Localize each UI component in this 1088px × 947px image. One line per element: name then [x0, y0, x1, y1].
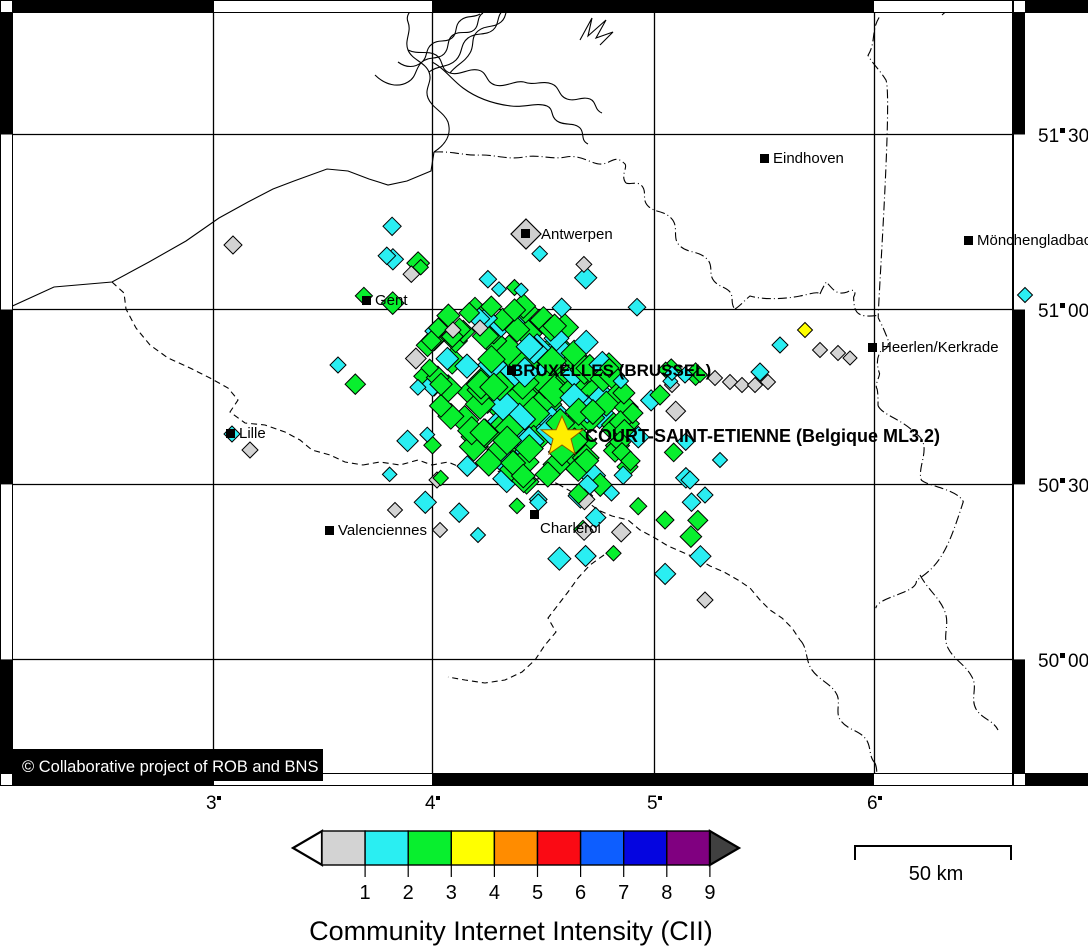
svg-text:4: 4 — [489, 882, 500, 904]
svg-text:3: 3 — [206, 793, 217, 814]
svg-text:51: 51 — [1038, 126, 1059, 147]
svg-text:50 km: 50 km — [909, 863, 963, 885]
svg-text:5: 5 — [532, 882, 543, 904]
svg-text:7: 7 — [618, 882, 629, 904]
svg-text:Community Internet Intensity (: Community Internet Intensity (CII) — [309, 916, 713, 946]
svg-text:30': 30' — [1068, 476, 1088, 497]
svg-text:Charleroi: Charleroi — [540, 520, 601, 537]
svg-text:2: 2 — [403, 882, 414, 904]
svg-text:51: 51 — [1038, 301, 1059, 322]
svg-text:6: 6 — [867, 793, 878, 814]
svg-text:Lille: Lille — [239, 425, 266, 442]
svg-text:Heerlen/Kerkrade: Heerlen/Kerkrade — [881, 339, 999, 356]
svg-text:Mönchengladbach: Mönchengladbach — [977, 232, 1088, 249]
svg-text:Eindhoven: Eindhoven — [773, 150, 844, 167]
svg-text:BRUXELLES (BRUSSEL): BRUXELLES (BRUSSEL) — [511, 361, 711, 380]
svg-text:© Collaborative project of ROB: © Collaborative project of ROB and BNS — [22, 758, 318, 776]
svg-text:30': 30' — [1068, 126, 1088, 147]
svg-text:Antwerpen: Antwerpen — [541, 226, 613, 243]
svg-text:6: 6 — [575, 882, 586, 904]
svg-text:Gent: Gent — [375, 292, 408, 309]
svg-text:COURT-SAINT-ETIENNE (Belgique: COURT-SAINT-ETIENNE (Belgique ML3.2) — [585, 426, 940, 446]
svg-text:00': 00' — [1068, 651, 1088, 672]
svg-text:9: 9 — [704, 882, 715, 904]
svg-text:50: 50 — [1038, 651, 1059, 672]
svg-text:4: 4 — [425, 793, 436, 814]
svg-text:00': 00' — [1068, 301, 1088, 322]
svg-text:50: 50 — [1038, 476, 1059, 497]
svg-text:3: 3 — [446, 882, 457, 904]
svg-text:Valenciennes: Valenciennes — [338, 522, 427, 539]
svg-text:5: 5 — [647, 793, 658, 814]
svg-text:1: 1 — [360, 882, 371, 904]
svg-text:8: 8 — [661, 882, 672, 904]
